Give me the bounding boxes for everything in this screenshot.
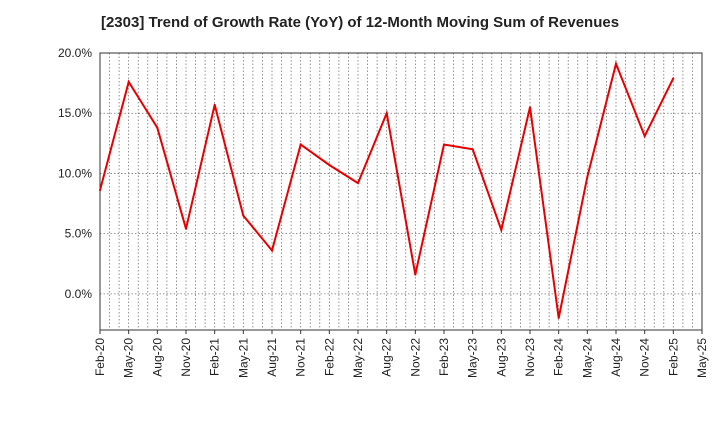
x-tick-label: Aug-23 [494,338,508,377]
data-point [643,135,646,138]
data-point [443,143,445,146]
x-tick-label: Nov-20 [179,338,193,377]
data-point [242,214,245,217]
data-point [586,176,589,179]
x-tick-label: Nov-24 [638,338,652,377]
x-tick-label: Feb-21 [208,338,222,376]
data-point [529,106,531,109]
x-tick-label: Aug-24 [609,338,623,377]
x-tick-label: Aug-20 [150,338,164,377]
data-point [615,62,617,65]
x-tick-label: May-23 [466,338,480,378]
data-point [357,182,359,185]
x-tick-label: Aug-22 [380,338,394,377]
data-point [213,103,216,106]
x-tick-label: Feb-24 [552,338,566,376]
data-point [271,249,273,252]
x-tick-label: Nov-22 [408,338,422,377]
data-point [156,126,159,129]
x-tick-label: Feb-20 [93,338,107,376]
data-point [328,164,331,167]
data-point [500,229,503,232]
data-point [127,80,130,83]
x-tick-label: Nov-23 [523,338,537,377]
data-point [672,77,675,80]
x-tick-label: May-21 [236,338,250,378]
chart-title: [2303] Trend of Growth Rate (YoY) of 12-… [100,14,620,31]
data-point [185,227,187,230]
plot-frame [99,52,703,331]
x-tick-label: Feb-23 [437,338,451,376]
x-tick-label: May-25 [695,338,709,378]
x-tick-label: May-22 [351,338,365,378]
x-tick-label: May-20 [122,338,136,378]
y-tick-label: 20.0% [58,46,92,60]
x-tick-label: Aug-21 [265,338,279,377]
data-point [557,316,560,319]
data-point [385,112,388,115]
data-point [471,148,474,151]
data-point [299,143,302,146]
data-point [414,273,417,276]
x-tick-label: Feb-25 [666,338,680,376]
data-point [99,189,101,192]
x-tick-label: May-24 [580,338,594,378]
y-tick-label: 0.0% [65,287,93,301]
x-tick-label: Feb-22 [322,338,336,376]
y-tick-label: 10.0% [58,166,92,180]
x-tick-label: Nov-21 [294,338,308,377]
y-tick-label: 5.0% [65,227,93,241]
y-tick-label: 15.0% [58,106,92,120]
